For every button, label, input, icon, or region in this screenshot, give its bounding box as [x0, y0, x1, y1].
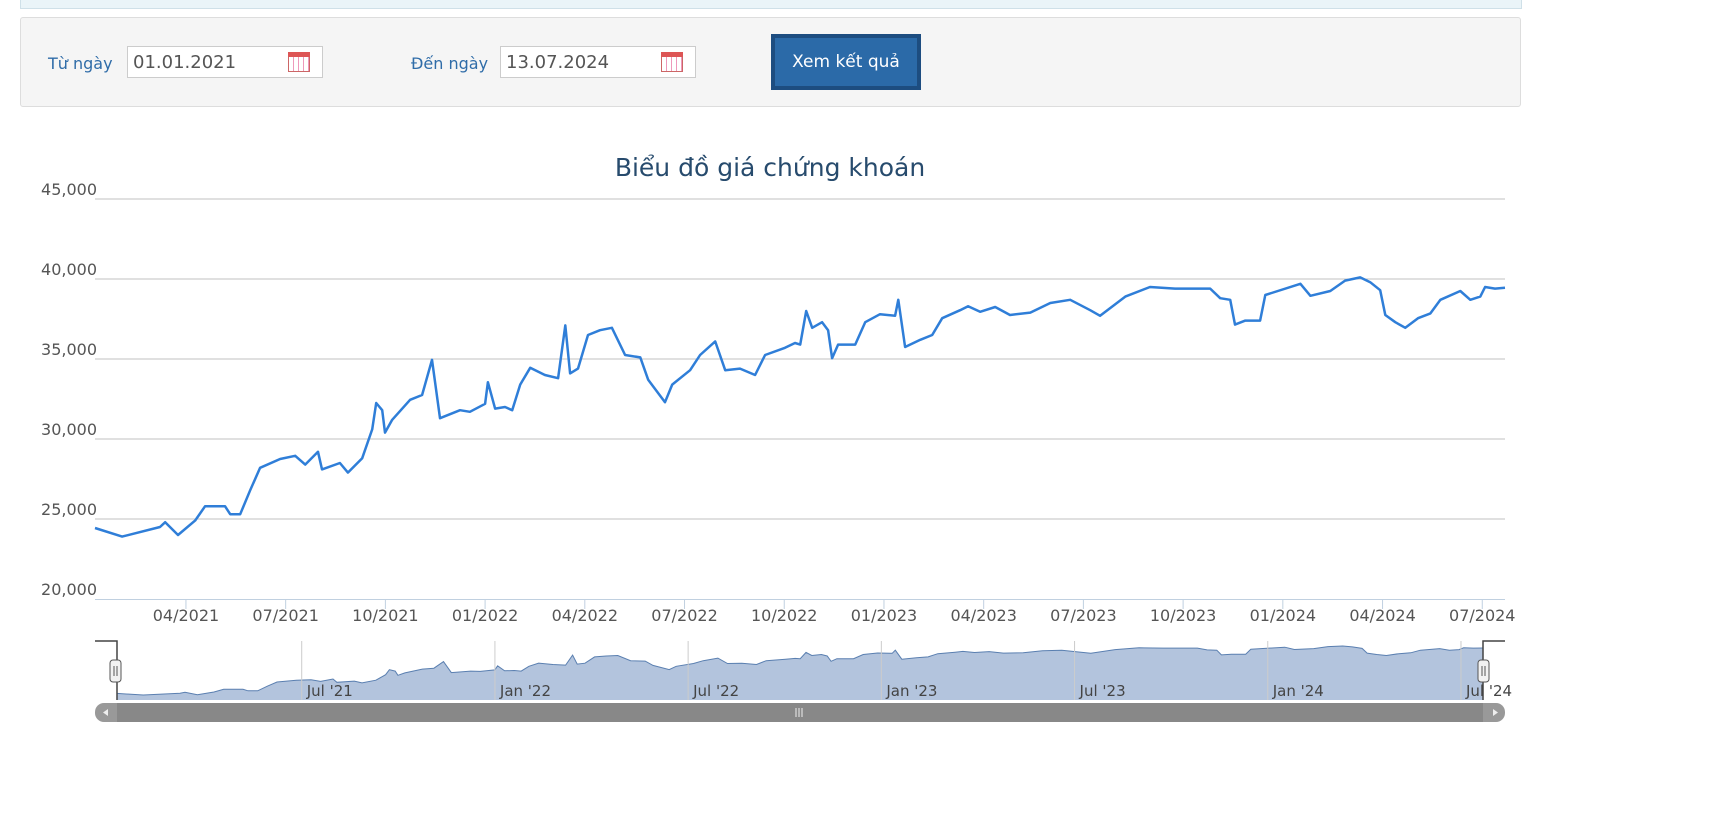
x-tick-label: 10/2023 — [1150, 606, 1216, 625]
x-tick-label: 07/2023 — [1050, 606, 1116, 625]
navigator-handle[interactable] — [109, 659, 122, 683]
x-tick-label: 04/2024 — [1349, 606, 1415, 625]
x-tick-label: 01/2024 — [1250, 606, 1316, 625]
scroll-left — [103, 709, 108, 716]
to-value: 13.07.2024 — [506, 52, 610, 73]
navigator-line — [116, 645, 1484, 696]
y-tick-label: 30,000 — [41, 420, 97, 439]
from-label: Từ ngày — [48, 54, 113, 73]
top-strip — [20, 0, 1522, 9]
navigator-label: Jul '24 — [1465, 682, 1512, 700]
to-label: Đến ngày — [411, 54, 489, 73]
date-form: Từ ngày 01.01.2021 Đến ngày 13.07.2024 X… — [20, 17, 1521, 107]
y-tick-label: 45,000 — [41, 180, 97, 199]
calendar-icon[interactable] — [661, 52, 683, 72]
x-tick-label: 04/2021 — [153, 606, 219, 625]
x-tick-label: 07/2022 — [651, 606, 717, 625]
navigator-label: Jul '23 — [1079, 682, 1126, 700]
handle-grip — [113, 666, 118, 676]
x-tick-label: 04/2022 — [552, 606, 618, 625]
y-tick-label: 20,000 — [41, 580, 97, 599]
y-tick-label: 25,000 — [41, 500, 97, 519]
navigator-area — [117, 646, 1483, 700]
submit-button[interactable]: Xem kết quả — [771, 34, 921, 90]
x-tick-label: 10/2021 — [352, 606, 418, 625]
x-tick-label: 01/2023 — [851, 606, 917, 625]
navigator-label: Jul '22 — [692, 682, 739, 700]
x-tick-label: 01/2022 — [452, 606, 518, 625]
calendar-icon[interactable] — [288, 52, 310, 72]
navigator-label: Jan '23 — [885, 682, 937, 700]
chart-title: Biểu đồ giá chứng khoán — [615, 153, 925, 182]
y-tick-label: 35,000 — [41, 340, 97, 359]
to-input[interactable]: 13.07.2024 — [500, 46, 696, 78]
scroll-right — [1493, 709, 1498, 716]
from-input[interactable]: 01.01.2021 — [127, 46, 323, 78]
x-tick-label: 10/2022 — [751, 606, 817, 625]
navigator-label: Jan '24 — [1272, 682, 1324, 700]
navigator-handle[interactable] — [1477, 659, 1490, 683]
navigator-label: Jan '22 — [499, 682, 551, 700]
x-tick-label: 07/2024 — [1449, 606, 1515, 625]
navigator-label: Jul '21 — [306, 682, 353, 700]
scrollbar-thumb[interactable] — [117, 703, 1483, 722]
thumb-grip — [795, 708, 803, 717]
price-line — [94, 276, 1506, 538]
y-tick-label: 40,000 — [41, 260, 97, 279]
x-tick-label: 07/2021 — [252, 606, 318, 625]
from-value: 01.01.2021 — [133, 52, 237, 73]
x-tick-label: 04/2023 — [950, 606, 1016, 625]
handle-grip — [1481, 666, 1486, 676]
